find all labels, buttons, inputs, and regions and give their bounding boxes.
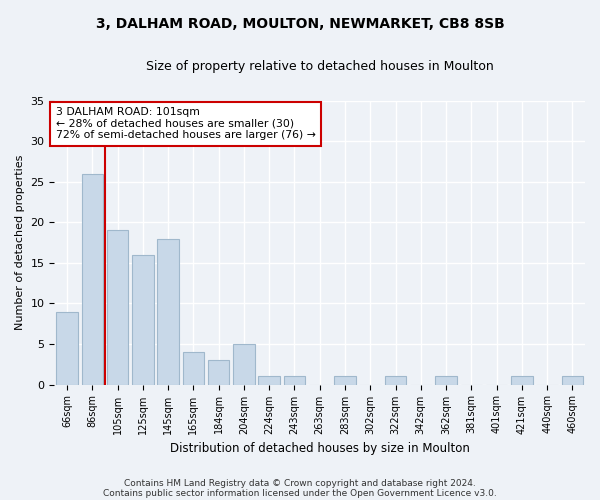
Bar — [385, 376, 406, 384]
Y-axis label: Number of detached properties: Number of detached properties — [15, 155, 25, 330]
Bar — [233, 344, 254, 385]
Bar — [511, 376, 533, 384]
Bar — [284, 376, 305, 384]
Bar — [182, 352, 204, 384]
Bar — [56, 312, 78, 384]
X-axis label: Distribution of detached houses by size in Moulton: Distribution of detached houses by size … — [170, 442, 470, 455]
Bar — [259, 376, 280, 384]
Bar — [562, 376, 583, 384]
Bar — [157, 238, 179, 384]
Title: Size of property relative to detached houses in Moulton: Size of property relative to detached ho… — [146, 60, 494, 73]
Text: 3 DALHAM ROAD: 101sqm
← 28% of detached houses are smaller (30)
72% of semi-deta: 3 DALHAM ROAD: 101sqm ← 28% of detached … — [56, 107, 316, 140]
Bar — [334, 376, 356, 384]
Text: Contains public sector information licensed under the Open Government Licence v3: Contains public sector information licen… — [103, 488, 497, 498]
Bar — [435, 376, 457, 384]
Text: Contains HM Land Registry data © Crown copyright and database right 2024.: Contains HM Land Registry data © Crown c… — [124, 478, 476, 488]
Bar — [132, 254, 154, 384]
Bar — [208, 360, 229, 384]
Bar — [82, 174, 103, 384]
Bar — [107, 230, 128, 384]
Text: 3, DALHAM ROAD, MOULTON, NEWMARKET, CB8 8SB: 3, DALHAM ROAD, MOULTON, NEWMARKET, CB8 … — [95, 18, 505, 32]
